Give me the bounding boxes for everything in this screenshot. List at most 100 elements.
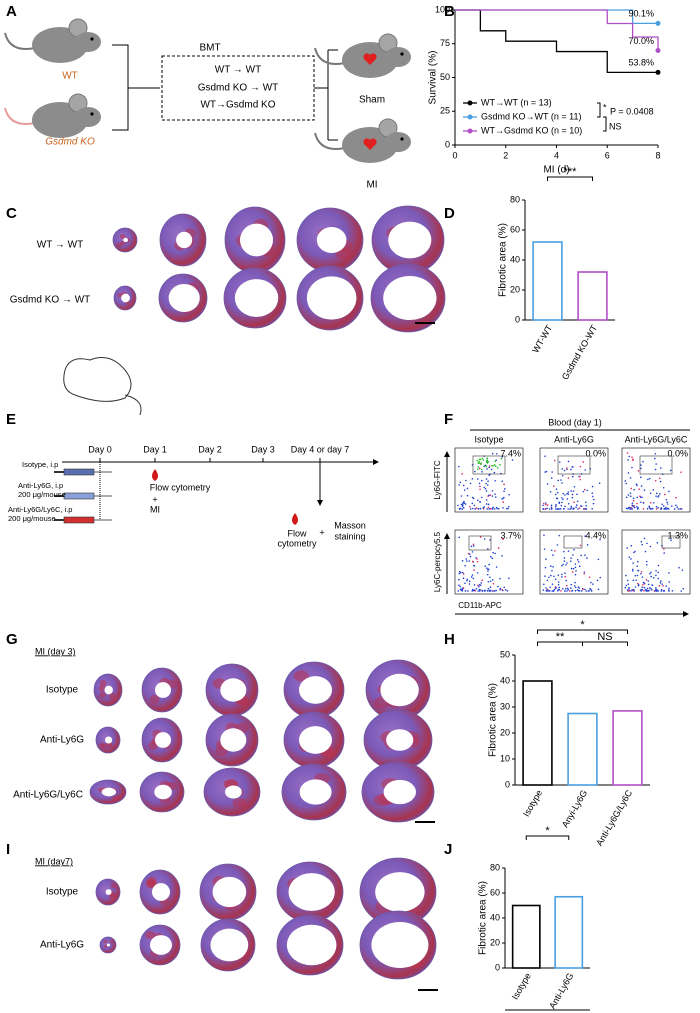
flow-event: [469, 555, 472, 558]
ventricle: [386, 729, 414, 751]
flow-event: [495, 465, 497, 467]
flow-event: [577, 586, 580, 588]
y-tick-label: 60: [510, 224, 520, 234]
flow-event: [636, 505, 638, 508]
flow-event: [561, 573, 563, 576]
flow-event: [483, 506, 486, 508]
flow-event: [650, 501, 652, 504]
flow-event: [626, 547, 628, 549]
flow-event: [642, 502, 645, 504]
y-tick-label: 0: [445, 139, 450, 149]
flow-event: [658, 584, 661, 587]
panel-letter: A: [6, 3, 17, 20]
flow-event: [463, 489, 466, 491]
ventricle: [106, 943, 110, 947]
flow-event: [659, 480, 662, 483]
label: Anti-Ly6G: [554, 434, 594, 444]
flow-event: [632, 459, 634, 461]
flow-event: [569, 587, 572, 589]
gate: [557, 455, 591, 475]
label: 0.0%: [667, 448, 688, 458]
legend-entry: WT→WT (n = 13): [481, 97, 552, 107]
flow-event: [487, 590, 489, 592]
flow-event: [599, 538, 601, 541]
flow-event: [660, 590, 663, 592]
flow-event: [646, 587, 649, 590]
flow-event: [563, 469, 566, 472]
ventricle: [105, 736, 113, 744]
flow-event: [655, 588, 657, 591]
flow-event: [486, 567, 488, 570]
flow-event: [499, 588, 501, 591]
flow-event: [636, 502, 638, 505]
label: 0.0%: [585, 448, 606, 458]
flow-event: [462, 573, 465, 575]
flow-event: [647, 580, 650, 582]
flow-event: [460, 588, 462, 591]
flow-event: [626, 452, 629, 454]
flow-event: [665, 506, 667, 509]
flow-event: [640, 590, 643, 592]
flow-event: [460, 495, 463, 497]
ventricle: [306, 276, 357, 320]
flow-event: [570, 567, 573, 570]
label: Anti-Ly6G: [40, 735, 84, 746]
label: Day 2: [198, 444, 222, 454]
label: Day 4 or day 7: [291, 444, 350, 454]
flow-event: [468, 560, 471, 562]
label: 1.3%: [667, 530, 688, 540]
gate: [563, 535, 583, 549]
flow-event: [555, 504, 557, 506]
flow-event: [488, 466, 491, 469]
flow-event: [573, 548, 575, 551]
x-tick-label: Isotype: [521, 788, 544, 818]
label: Ly6G-FITC: [433, 460, 442, 499]
flow-event: [550, 549, 553, 552]
bar: [511, 904, 541, 969]
flow-event: [647, 583, 650, 586]
flow-event: [497, 507, 500, 510]
flow-event: [507, 507, 509, 510]
flow-event: [481, 468, 483, 471]
flow-event: [650, 571, 652, 574]
flow-event: [546, 504, 549, 506]
flow-event: [558, 508, 561, 510]
flow-event: [638, 488, 641, 490]
flow-event: [554, 505, 557, 508]
flow-event: [492, 551, 494, 554]
label: MI (day 3): [35, 646, 76, 656]
gate: [468, 535, 492, 551]
ventricle: [388, 221, 432, 259]
flow-event: [580, 554, 582, 557]
flow-event: [502, 501, 505, 503]
label: Isotype: [474, 434, 503, 444]
flow-event: [628, 586, 630, 589]
flow-event: [491, 579, 494, 581]
flow-event: [471, 560, 474, 563]
flow-event: [656, 492, 658, 495]
flow-event: [564, 575, 566, 578]
flow-event: [577, 508, 579, 510]
flow-event: [593, 498, 595, 501]
flow-event: [483, 465, 485, 467]
label: Gsdmd KO → WT: [10, 295, 91, 306]
flow-event: [625, 574, 627, 577]
label: WT → WT: [215, 65, 261, 76]
flow-event: [495, 459, 497, 461]
flow-event: [480, 479, 483, 482]
flow-event: [503, 496, 505, 499]
end-point: [655, 69, 661, 75]
flow-event: [554, 550, 556, 552]
flow-event: [461, 587, 464, 590]
ventricle: [154, 784, 172, 800]
flow-event: [488, 563, 490, 566]
flow-event: [637, 584, 640, 587]
flow-event: [479, 501, 481, 503]
bmt-box: [161, 55, 315, 121]
flow-event: [468, 580, 471, 583]
flow-event: [624, 480, 627, 482]
flow-event: [644, 588, 647, 591]
flow-event: [474, 508, 476, 510]
flow-event: [590, 581, 592, 584]
flow-event: [636, 574, 639, 577]
